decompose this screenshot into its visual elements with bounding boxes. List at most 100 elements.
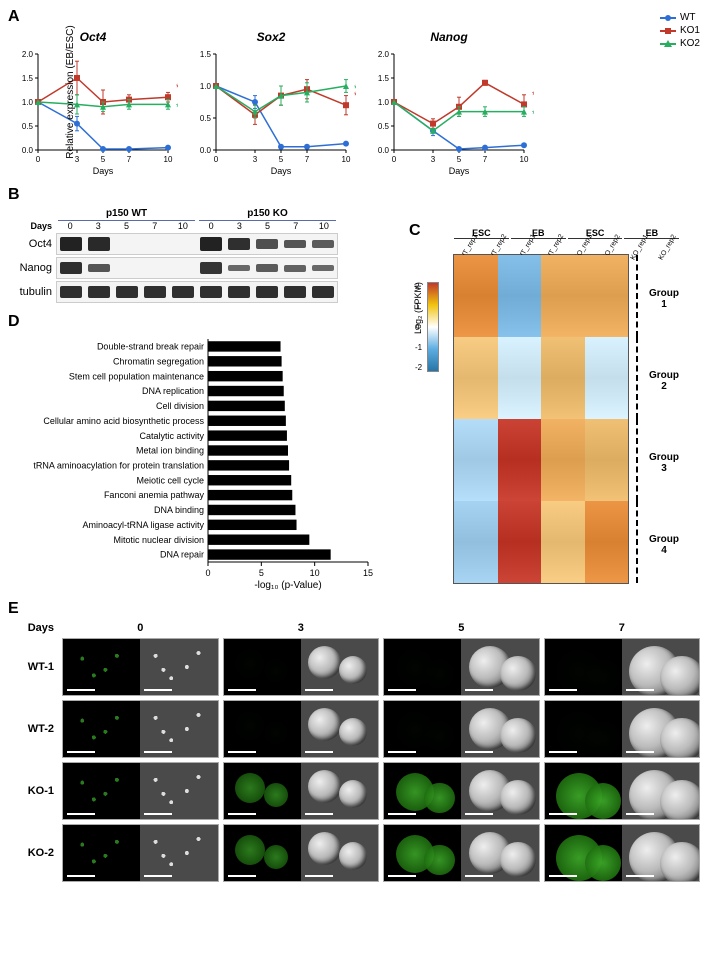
svg-text:0.5: 0.5 — [22, 122, 34, 131]
svg-text:0.5: 0.5 — [200, 114, 212, 123]
fluor-image — [63, 639, 140, 695]
scale-bar — [67, 875, 95, 877]
heatmap-column — [606, 337, 628, 419]
heatmap-column — [606, 255, 628, 337]
blot-lane — [85, 234, 113, 254]
scale-bar — [465, 751, 493, 753]
heatmap-column — [476, 255, 498, 337]
heatmap-group-label: Group2 — [640, 370, 688, 392]
scale-bar — [549, 751, 577, 753]
blot-day: 7 — [141, 221, 169, 231]
svg-text:7: 7 — [483, 155, 488, 164]
heatmap-column — [519, 501, 541, 583]
svg-text:Chromatin segregation: Chromatin segregation — [113, 356, 204, 366]
heatmap-column — [563, 337, 585, 419]
svg-text:Days: Days — [93, 166, 114, 176]
go-bar-chart: 051015-log₁₀ (p-Value)Double-strand brea… — [8, 335, 378, 590]
phase-image — [622, 639, 699, 695]
phase-image — [622, 701, 699, 757]
svg-text:1.5: 1.5 — [22, 74, 34, 83]
scale-bar — [388, 689, 416, 691]
blot-lane — [113, 282, 141, 302]
legend-label: WT — [680, 12, 696, 23]
heatmap-tick: -2 — [415, 363, 422, 372]
svg-text:Cellular amino acid biosynthet: Cellular amino acid biosynthetic process — [43, 416, 204, 426]
panel-e: E Days0357WT-1WT-2KO-1KO-2 — [8, 600, 700, 882]
blot-lane — [253, 258, 281, 278]
heatmap-column — [476, 419, 498, 501]
svg-text:tRNA aminoacylation for protei: tRNA aminoacylation for protein translat… — [33, 460, 204, 470]
blot-lane — [141, 234, 169, 254]
heatmap-group-label: Group1 — [640, 288, 688, 310]
blot-lane — [169, 282, 197, 302]
heatmap-column — [606, 501, 628, 583]
svg-text:*: * — [532, 109, 534, 121]
heatmap-column — [585, 419, 607, 501]
scale-bar — [67, 751, 95, 753]
heatmap-group: Group2 — [454, 337, 628, 419]
svg-text:DNA replication: DNA replication — [142, 386, 204, 396]
svg-text:0.0: 0.0 — [22, 146, 34, 155]
svg-text:Days: Days — [449, 166, 470, 176]
heatmap-column — [563, 419, 585, 501]
scale-bar — [626, 689, 654, 691]
svg-text:2.0: 2.0 — [22, 50, 34, 59]
blot-row-name: tubulin — [8, 286, 56, 298]
heatmap-column — [498, 419, 520, 501]
panel-c-label: C — [409, 222, 421, 240]
panel-a: A Relative expression (EB/ESC) Oct40.00.… — [8, 8, 700, 176]
fluor-image — [545, 701, 622, 757]
heatmap-group-label: Group4 — [640, 534, 688, 556]
blot-day: 3 — [84, 221, 112, 231]
heatmap-column — [563, 255, 585, 337]
fluor-image — [545, 639, 622, 695]
panel-d-label: D — [8, 313, 378, 331]
svg-text:5: 5 — [101, 155, 106, 164]
panel-a-legend: WT KO1 KO2 — [660, 12, 700, 51]
panel-b-label: B — [8, 186, 700, 204]
heatmap-tick: -1 — [415, 343, 422, 352]
heatmap-column — [454, 501, 476, 583]
svg-text:*: * — [354, 83, 356, 95]
microscopy-cell — [383, 638, 540, 696]
blot-lane — [225, 282, 253, 302]
heatmap-group: Group1 — [454, 255, 628, 337]
svg-text:0: 0 — [205, 568, 210, 578]
fluor-image — [545, 763, 622, 819]
heatmap-column — [498, 255, 520, 337]
fluor-image — [224, 763, 301, 819]
scale-bar — [228, 813, 256, 815]
svg-text:*: * — [532, 89, 534, 101]
panel-a-charts: Oct40.00.51.01.52.0035710Days****Sox20.0… — [8, 30, 700, 176]
heatmap-column — [541, 419, 563, 501]
svg-text:-log₁₀ (p-Value): -log₁₀ (p-Value) — [254, 580, 321, 590]
scale-bar — [67, 689, 95, 691]
panel-e-day-header: 3 — [223, 622, 380, 634]
blot-lane — [197, 282, 225, 302]
phase-image — [301, 701, 378, 757]
legend-label: KO1 — [680, 25, 700, 36]
heatmap-column — [498, 337, 520, 419]
legend-swatch — [660, 30, 676, 32]
fluor-image — [384, 825, 461, 881]
blot-lane — [57, 258, 85, 278]
legend-label: KO2 — [680, 38, 700, 49]
scale-bar — [305, 689, 333, 691]
heatmap-column — [585, 501, 607, 583]
scale-bar — [67, 813, 95, 815]
blot-lane — [281, 258, 309, 278]
scale-bar — [144, 813, 172, 815]
svg-text:0.5: 0.5 — [378, 122, 390, 131]
svg-text:Aminoacyl-tRNA ligase activity: Aminoacyl-tRNA ligase activity — [82, 520, 204, 530]
svg-text:1.0: 1.0 — [22, 98, 34, 107]
blot-lane — [253, 234, 281, 254]
blot-day: 10 — [169, 221, 197, 231]
blot-day: 5 — [253, 221, 281, 231]
svg-text:Double-strand break repair: Double-strand break repair — [97, 342, 204, 352]
svg-text:10: 10 — [520, 155, 529, 164]
panel-e-day-header: 0 — [62, 622, 219, 634]
heatmap-column — [454, 255, 476, 337]
blot-lane — [57, 282, 85, 302]
microscopy-cell — [383, 824, 540, 882]
svg-text:Catalytic activity: Catalytic activity — [139, 431, 204, 441]
